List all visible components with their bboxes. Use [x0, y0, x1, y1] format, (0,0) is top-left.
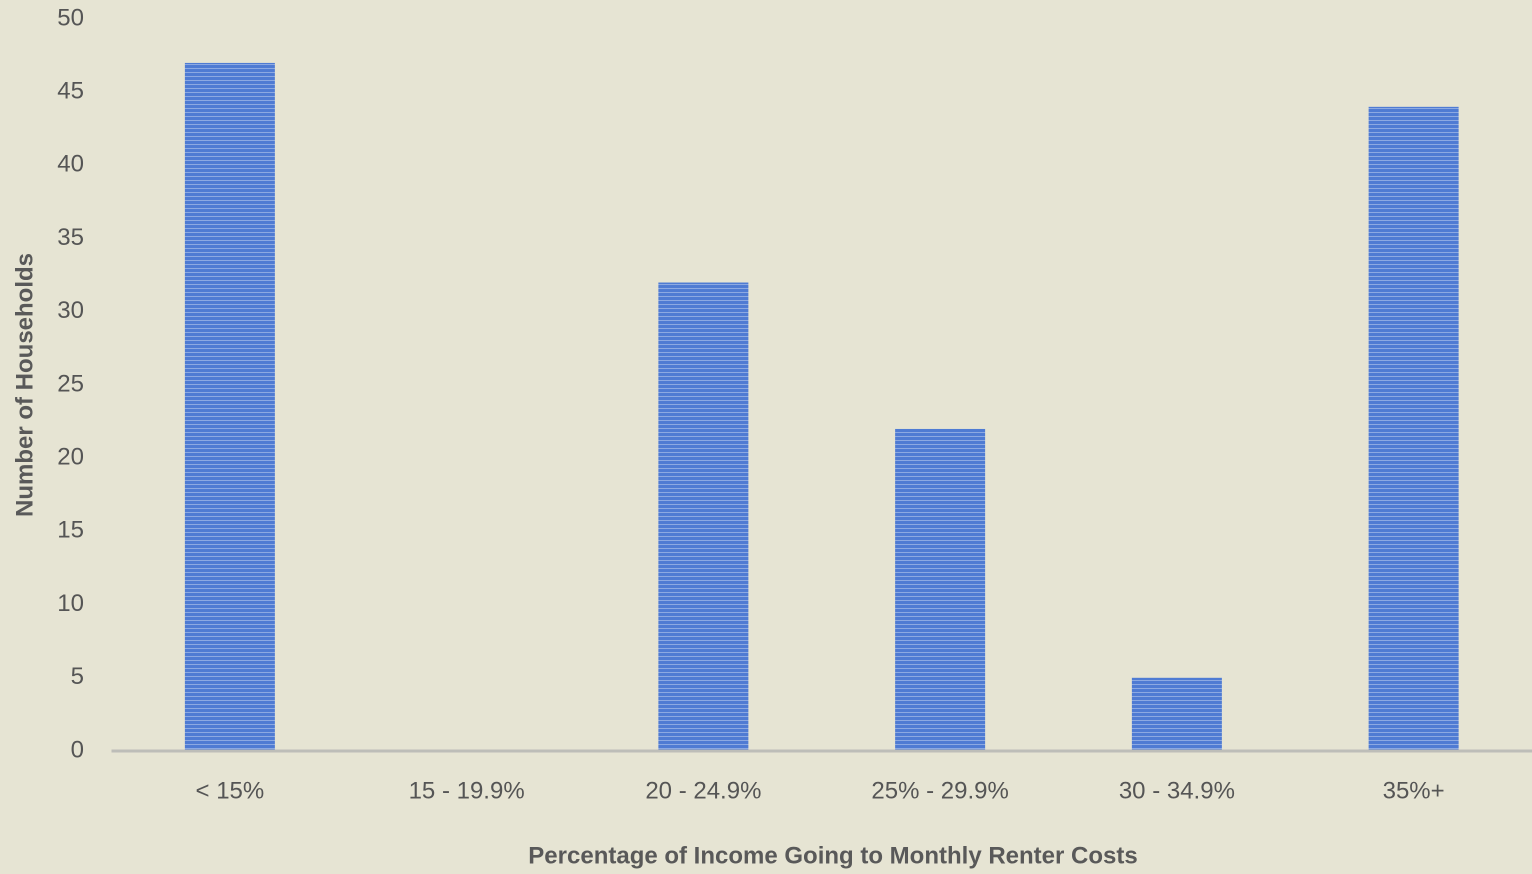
x-tick-label: 30 - 34.9%	[1119, 777, 1235, 804]
y-tick-label: 40	[57, 151, 84, 178]
y-tick-label: 15	[57, 517, 84, 544]
y-tick-label: 35	[57, 224, 84, 251]
y-tick-label: 25	[57, 370, 84, 397]
x-tick-label: 20 - 24.9%	[645, 777, 761, 804]
y-tick-label: 10	[57, 590, 84, 617]
y-tick-label: 45	[57, 78, 84, 105]
bar	[1131, 677, 1222, 751]
bar	[658, 282, 749, 751]
y-axis-title: Number of Households	[11, 253, 38, 517]
y-tick-label: 0	[71, 736, 84, 763]
x-tick-label: 35%+	[1383, 777, 1445, 804]
y-tick-label: 30	[57, 297, 84, 324]
bar	[184, 62, 275, 752]
bar	[1368, 106, 1459, 752]
x-tick-label: < 15%	[196, 777, 265, 804]
x-tick-label: 25% - 29.9%	[871, 777, 1008, 804]
x-axis-title: Percentage of Income Going to Monthly Re…	[528, 842, 1137, 869]
y-tick-label: 5	[71, 663, 84, 690]
y-tick-label: 50	[57, 4, 84, 31]
x-tick-label: 15 - 19.9%	[409, 777, 525, 804]
bar	[895, 428, 986, 751]
y-tick-label: 20	[57, 444, 84, 471]
